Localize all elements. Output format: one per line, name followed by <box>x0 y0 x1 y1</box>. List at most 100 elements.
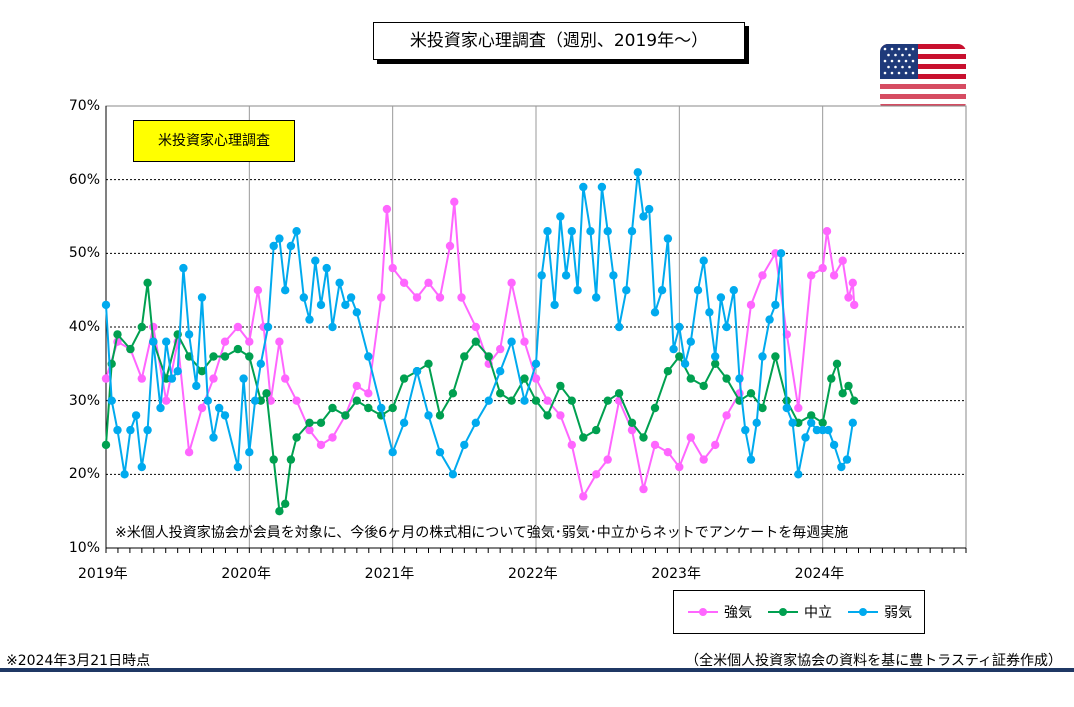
data-point-0 <box>220 337 230 346</box>
data-point-1 <box>699 381 708 391</box>
data-point-2 <box>543 227 552 236</box>
data-point-1 <box>746 389 756 398</box>
data-point-2 <box>705 308 714 317</box>
data-point-0 <box>305 425 314 435</box>
data-point-2 <box>752 418 761 427</box>
data-point-1 <box>832 359 842 368</box>
data-point-2 <box>597 182 607 192</box>
data-point-2 <box>573 286 582 295</box>
data-point-1 <box>245 352 254 361</box>
data-point-1 <box>567 396 576 405</box>
data-point-2 <box>316 300 326 310</box>
data-point-1 <box>850 396 859 405</box>
data-point-2 <box>352 308 361 317</box>
data-point-1 <box>520 374 529 383</box>
data-point-1 <box>807 411 816 420</box>
data-point-1 <box>281 499 290 508</box>
data-point-2 <box>550 300 559 310</box>
data-point-0 <box>603 455 612 464</box>
data-point-2 <box>567 227 576 236</box>
data-point-0 <box>699 455 708 464</box>
data-point-0 <box>758 271 767 280</box>
data-point-0 <box>364 389 373 398</box>
data-point-0 <box>435 293 445 302</box>
data-point-2 <box>746 455 756 464</box>
bottom-divider <box>0 668 1074 672</box>
data-point-2 <box>633 168 642 177</box>
data-point-0 <box>543 396 552 405</box>
data-point-0 <box>650 440 660 450</box>
series-line-2 <box>105 171 854 476</box>
data-point-2 <box>848 418 857 427</box>
data-point-2 <box>794 470 803 479</box>
data-point-1 <box>827 374 836 383</box>
data-point-2 <box>220 411 230 420</box>
data-point-2 <box>131 411 141 420</box>
data-point-1 <box>556 381 565 391</box>
data-point-0 <box>245 337 254 346</box>
data-point-0 <box>507 278 516 287</box>
data-point-0 <box>807 271 816 280</box>
legend-label-bearish: 弱気 <box>884 605 912 621</box>
data-point-2 <box>239 374 248 383</box>
data-point-2 <box>311 256 320 265</box>
data-point-0 <box>101 374 111 383</box>
data-point-0 <box>520 337 529 346</box>
legend-label-neutral: 中立 <box>804 605 832 621</box>
data-point-0 <box>253 286 263 295</box>
data-point-1 <box>275 507 284 516</box>
data-point-2 <box>120 470 129 479</box>
data-point-2 <box>162 337 171 346</box>
data-point-0 <box>686 433 695 442</box>
data-point-0 <box>399 278 409 287</box>
data-point-2 <box>471 418 480 427</box>
data-point-0 <box>352 381 361 391</box>
data-point-2 <box>824 425 833 435</box>
data-point-1 <box>126 344 135 354</box>
y-tick-label: 10% <box>68 540 100 556</box>
data-point-1 <box>220 352 230 361</box>
data-point-2 <box>250 396 260 405</box>
data-point-2 <box>143 425 152 435</box>
data-point-2 <box>275 234 284 243</box>
data-point-2 <box>149 337 158 346</box>
data-point-2 <box>650 308 660 317</box>
data-point-1 <box>663 367 673 376</box>
data-point-0 <box>663 448 673 457</box>
data-point-1 <box>424 359 433 368</box>
data-point-1 <box>233 344 243 354</box>
data-point-0 <box>829 271 839 280</box>
data-point-2 <box>256 359 265 368</box>
data-point-1 <box>328 403 337 413</box>
data-point-1 <box>448 389 458 398</box>
y-tick-label: 60% <box>68 171 100 188</box>
data-point-2 <box>561 271 571 280</box>
data-point-0 <box>137 374 146 383</box>
data-point-2 <box>346 293 356 302</box>
data-point-1 <box>113 330 122 339</box>
data-point-2 <box>137 462 146 472</box>
data-point-0 <box>639 484 648 494</box>
y-tick-label: 50% <box>68 245 100 262</box>
data-point-0 <box>412 293 422 302</box>
data-point-1 <box>269 455 278 464</box>
inset-chart-label: 米投資家心理調査 <box>133 120 295 162</box>
as-of-date-note: ※2024年3月21日時点 <box>6 653 151 669</box>
data-point-2 <box>113 425 122 435</box>
data-point-2 <box>693 286 703 295</box>
data-point-2 <box>741 425 750 435</box>
data-point-0 <box>592 470 601 479</box>
data-point-2 <box>233 462 243 472</box>
data-point-0 <box>531 374 541 383</box>
data-point-2 <box>209 433 218 442</box>
data-point-0 <box>457 293 466 302</box>
x-tick-label: 2019年 <box>78 566 128 582</box>
data-point-2 <box>735 374 744 383</box>
data-point-2 <box>579 182 588 192</box>
data-point-1 <box>675 352 684 361</box>
data-point-2 <box>335 278 344 287</box>
data-point-0 <box>450 197 459 206</box>
data-point-2 <box>126 425 135 435</box>
data-point-2 <box>776 249 786 258</box>
data-point-2 <box>782 403 791 413</box>
